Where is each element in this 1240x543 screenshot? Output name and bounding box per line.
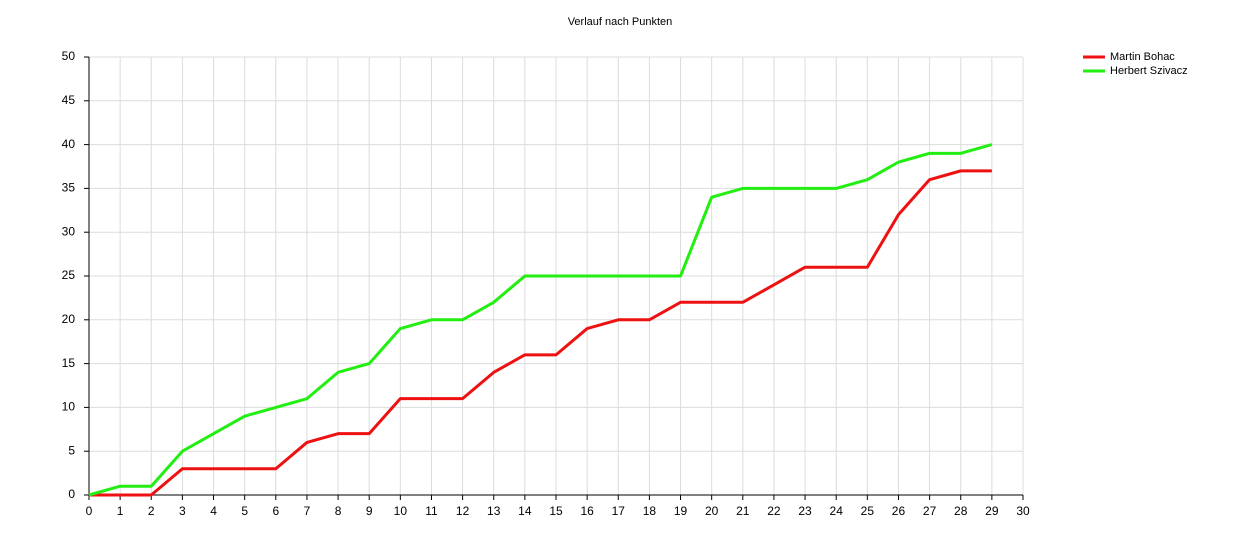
x-tick-label: 7 bbox=[304, 504, 311, 518]
x-tick-label: 29 bbox=[985, 504, 999, 518]
x-tick-label: 10 bbox=[394, 504, 408, 518]
x-tick-label: 17 bbox=[612, 504, 626, 518]
y-tick-label: 20 bbox=[62, 312, 76, 326]
x-tick-label: 27 bbox=[923, 504, 937, 518]
x-tick-label: 3 bbox=[179, 504, 186, 518]
x-tick-label: 11 bbox=[425, 504, 438, 518]
y-tick-label: 35 bbox=[62, 181, 76, 195]
y-tick-label: 15 bbox=[62, 356, 76, 370]
x-tick-label: 18 bbox=[643, 504, 657, 518]
series-line bbox=[89, 169, 992, 497]
x-tick-label: 21 bbox=[736, 504, 750, 518]
legend-label: Herbert Szivacz bbox=[1110, 65, 1188, 77]
x-tick-label: 4 bbox=[210, 504, 217, 518]
x-tick-label: 8 bbox=[335, 504, 342, 518]
y-tick-label: 30 bbox=[62, 224, 76, 238]
x-tick-label: 19 bbox=[674, 504, 688, 518]
x-tick-label: 2 bbox=[148, 504, 155, 518]
x-tick-label: 9 bbox=[366, 504, 373, 518]
x-tick-label: 1 bbox=[117, 504, 124, 518]
series-line bbox=[88, 143, 993, 497]
x-tick-label: 16 bbox=[580, 504, 594, 518]
x-tick-label: 12 bbox=[456, 504, 470, 518]
x-tick-label: 28 bbox=[954, 504, 968, 518]
legend-label: Martin Bohac bbox=[1110, 51, 1175, 63]
y-tick-label: 5 bbox=[68, 443, 75, 457]
x-tick-label: 23 bbox=[798, 504, 812, 518]
x-tick-label: 25 bbox=[861, 504, 875, 518]
y-tick-label: 0 bbox=[68, 487, 75, 501]
x-tick-label: 6 bbox=[272, 504, 279, 518]
y-tick-label: 45 bbox=[62, 93, 76, 107]
x-tick-label: 30 bbox=[1016, 504, 1030, 518]
x-tick-label: 24 bbox=[830, 504, 844, 518]
x-tick-label: 15 bbox=[549, 504, 563, 518]
y-tick-label: 25 bbox=[62, 268, 76, 282]
x-tick-label: 13 bbox=[487, 504, 501, 518]
x-tick-label: 5 bbox=[241, 504, 248, 518]
y-tick-label: 50 bbox=[62, 49, 76, 63]
y-tick-label: 10 bbox=[62, 400, 76, 414]
x-tick-label: 20 bbox=[705, 504, 719, 518]
x-tick-label: 22 bbox=[767, 504, 781, 518]
x-tick-label: 14 bbox=[518, 504, 532, 518]
x-tick-label: 0 bbox=[86, 504, 93, 518]
chart-title: Verlauf nach Punkten bbox=[568, 16, 673, 28]
x-tick-label: 26 bbox=[892, 504, 906, 518]
y-tick-label: 40 bbox=[62, 137, 76, 151]
